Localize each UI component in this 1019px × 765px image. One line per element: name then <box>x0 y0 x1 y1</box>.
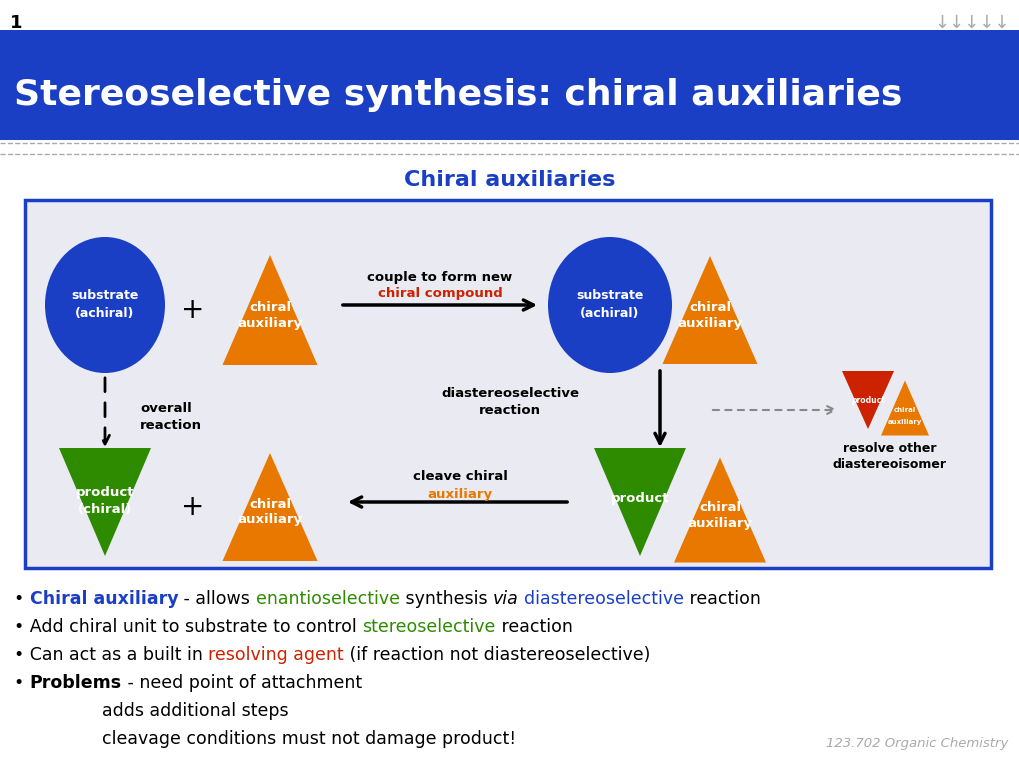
Text: auxiliary: auxiliary <box>237 317 303 330</box>
Text: enantioselective: enantioselective <box>256 590 399 608</box>
Text: +: + <box>181 296 205 324</box>
Text: reaction: reaction <box>495 618 572 636</box>
Polygon shape <box>59 448 151 556</box>
Bar <box>0 30 1019 140</box>
Text: cleave chiral: cleave chiral <box>412 470 506 483</box>
FancyBboxPatch shape <box>25 200 990 568</box>
Text: resolve other: resolve other <box>843 441 935 454</box>
Text: substrate: substrate <box>71 288 139 301</box>
Ellipse shape <box>547 237 672 373</box>
Text: chiral: chiral <box>249 497 290 510</box>
Text: chiral: chiral <box>688 301 731 314</box>
Text: auxiliary: auxiliary <box>887 419 921 425</box>
Polygon shape <box>880 380 928 435</box>
Text: •: • <box>14 674 30 692</box>
Text: Stereoselective synthesis: chiral auxiliaries: Stereoselective synthesis: chiral auxili… <box>14 78 902 112</box>
Text: product: product <box>850 396 884 405</box>
Text: (achiral): (achiral) <box>75 307 135 320</box>
Text: synthesis: synthesis <box>399 590 492 608</box>
Text: (achiral): (achiral) <box>580 307 639 320</box>
Text: resolving agent: resolving agent <box>208 646 343 664</box>
Text: diastereoisomer: diastereoisomer <box>833 457 946 470</box>
Text: reaction: reaction <box>479 403 540 416</box>
Text: 1: 1 <box>10 14 22 32</box>
Text: 123.702 Organic Chemistry: 123.702 Organic Chemistry <box>824 737 1007 750</box>
Text: - allows: - allows <box>178 590 256 608</box>
Text: ↓↓↓↓↓: ↓↓↓↓↓ <box>933 14 1009 32</box>
Text: Problems: Problems <box>30 674 121 692</box>
Text: stereoselective: stereoselective <box>362 618 495 636</box>
Polygon shape <box>674 457 765 562</box>
Text: diastereoselective: diastereoselective <box>440 386 579 399</box>
Text: couple to form new: couple to form new <box>367 271 513 284</box>
Text: Chiral auxiliaries: Chiral auxiliaries <box>404 170 615 190</box>
Text: chiral compound: chiral compound <box>377 287 502 300</box>
Text: auxiliary: auxiliary <box>237 513 303 526</box>
Text: auxiliary: auxiliary <box>687 517 752 530</box>
Text: substrate: substrate <box>576 288 643 301</box>
Text: adds additional steps: adds additional steps <box>14 702 288 720</box>
Text: cleavage conditions must not damage product!: cleavage conditions must not damage prod… <box>14 730 516 748</box>
Polygon shape <box>662 256 757 364</box>
Text: (if reaction not diastereoselective): (if reaction not diastereoselective) <box>343 646 650 664</box>
Text: chiral: chiral <box>893 407 915 413</box>
Text: product: product <box>75 486 135 499</box>
Text: overall: overall <box>140 402 192 415</box>
Text: chiral: chiral <box>249 301 290 314</box>
Text: auxiliary: auxiliary <box>427 487 492 500</box>
Text: chiral: chiral <box>698 500 741 513</box>
Text: Chiral auxiliary: Chiral auxiliary <box>30 590 178 608</box>
Text: reaction: reaction <box>140 418 202 431</box>
Text: •: • <box>14 590 30 608</box>
Polygon shape <box>841 371 893 429</box>
Text: (chiral): (chiral) <box>77 503 132 516</box>
Ellipse shape <box>45 237 165 373</box>
Text: diastereoselective: diastereoselective <box>524 590 684 608</box>
Polygon shape <box>593 448 686 556</box>
Text: • Add chiral unit to substrate to control: • Add chiral unit to substrate to contro… <box>14 618 362 636</box>
Polygon shape <box>222 255 317 365</box>
Text: +: + <box>181 493 205 521</box>
Polygon shape <box>222 453 317 561</box>
Text: product: product <box>610 491 668 504</box>
Text: auxiliary: auxiliary <box>677 317 742 330</box>
Text: • Can act as a built in: • Can act as a built in <box>14 646 208 664</box>
Text: via: via <box>492 590 518 608</box>
Text: reaction: reaction <box>684 590 760 608</box>
Text: - need point of attachment: - need point of attachment <box>121 674 362 692</box>
